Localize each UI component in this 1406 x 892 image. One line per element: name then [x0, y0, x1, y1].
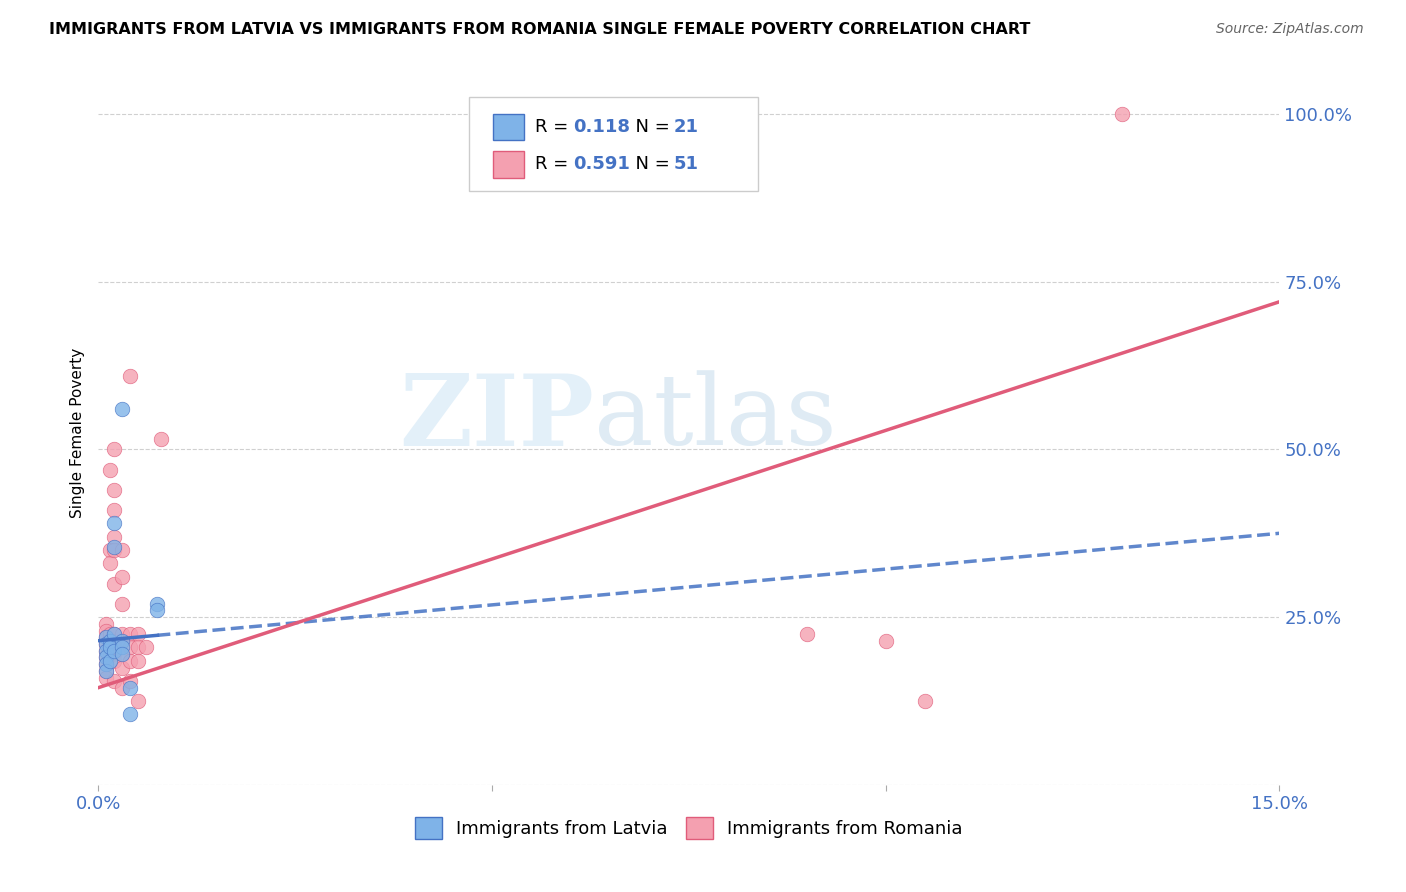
Point	[103, 640, 125, 655]
Point	[96, 644, 118, 658]
Point	[111, 640, 134, 655]
Point	[111, 681, 134, 695]
Point	[96, 644, 118, 658]
Point	[98, 627, 121, 641]
Point	[1111, 107, 1133, 121]
Text: 0.118: 0.118	[574, 118, 630, 136]
Point	[111, 660, 134, 674]
Point	[96, 637, 118, 651]
Text: Source: ZipAtlas.com: Source: ZipAtlas.com	[1216, 22, 1364, 37]
Point	[150, 433, 173, 447]
Point	[96, 616, 118, 631]
Point	[103, 543, 125, 558]
Point	[96, 624, 118, 638]
Point	[118, 368, 141, 383]
Point	[96, 650, 118, 665]
Point	[98, 462, 121, 476]
Point	[118, 654, 141, 668]
Text: 21: 21	[673, 118, 699, 136]
Point	[111, 627, 134, 641]
Point	[111, 633, 134, 648]
Legend: Immigrants from Latvia, Immigrants from Romania: Immigrants from Latvia, Immigrants from …	[408, 810, 970, 847]
Point	[127, 654, 149, 668]
Point	[96, 664, 118, 678]
Point	[98, 543, 121, 558]
Point	[103, 576, 125, 591]
Point	[118, 640, 141, 655]
Point	[98, 647, 121, 661]
Point	[98, 640, 121, 655]
Point	[103, 483, 125, 497]
Point	[135, 640, 157, 655]
Point	[127, 694, 149, 708]
Point	[96, 657, 118, 672]
Point	[98, 633, 121, 648]
Point	[111, 402, 134, 417]
Point	[96, 630, 118, 644]
Point	[146, 597, 169, 611]
Point	[96, 664, 118, 678]
Point	[96, 657, 118, 672]
Text: 0.591: 0.591	[574, 155, 630, 173]
Point	[146, 603, 169, 617]
Point	[118, 627, 141, 641]
Point	[98, 640, 121, 655]
Point	[118, 681, 141, 695]
Point	[875, 633, 897, 648]
Point	[127, 627, 149, 641]
Point	[103, 627, 125, 641]
Point	[103, 516, 125, 531]
Text: N =: N =	[624, 155, 675, 173]
Point	[103, 442, 125, 457]
Text: R =: R =	[536, 155, 575, 173]
Point	[98, 654, 121, 668]
Point	[118, 707, 141, 722]
Point	[796, 627, 818, 641]
Point	[103, 540, 125, 554]
Text: R =: R =	[536, 118, 575, 136]
Point	[103, 647, 125, 661]
Point	[103, 530, 125, 544]
Text: N =: N =	[624, 118, 675, 136]
Point	[103, 503, 125, 517]
Point	[111, 597, 134, 611]
Point	[111, 633, 134, 648]
Point	[111, 647, 134, 661]
Text: atlas: atlas	[595, 371, 837, 467]
Point	[111, 570, 134, 584]
Point	[111, 543, 134, 558]
Point	[98, 557, 121, 571]
Point	[914, 694, 936, 708]
Point	[96, 650, 118, 665]
Point	[98, 633, 121, 648]
Point	[96, 630, 118, 644]
Point	[103, 644, 125, 658]
Point	[103, 627, 125, 641]
Text: IMMIGRANTS FROM LATVIA VS IMMIGRANTS FROM ROMANIA SINGLE FEMALE POVERTY CORRELAT: IMMIGRANTS FROM LATVIA VS IMMIGRANTS FRO…	[49, 22, 1031, 37]
Point	[103, 673, 125, 688]
Y-axis label: Single Female Poverty: Single Female Poverty	[69, 348, 84, 517]
Text: 51: 51	[673, 155, 699, 173]
Point	[96, 637, 118, 651]
Text: ZIP: ZIP	[399, 370, 595, 467]
Point	[103, 633, 125, 648]
Point	[111, 647, 134, 661]
Point	[127, 640, 149, 655]
Point	[96, 671, 118, 685]
Point	[103, 654, 125, 668]
Point	[118, 673, 141, 688]
